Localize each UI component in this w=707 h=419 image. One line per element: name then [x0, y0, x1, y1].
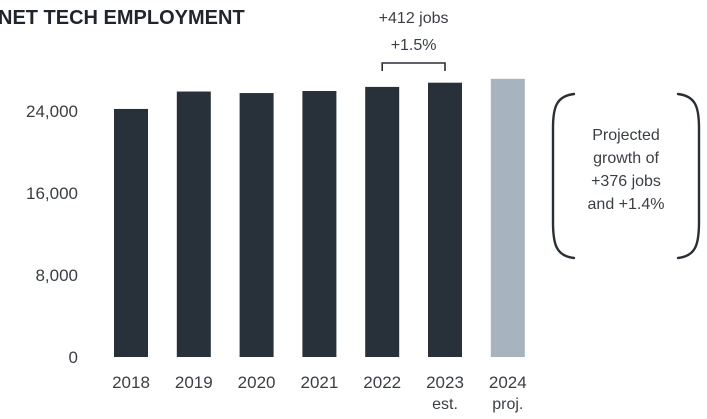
y-tick-label: 24,000: [26, 102, 78, 121]
x-tick-label: 2019: [175, 373, 213, 392]
x-tick-label: 2021: [300, 373, 338, 392]
projection-note-line: Projected: [592, 127, 660, 144]
bar-2021: [302, 91, 337, 357]
bar-2018: [114, 108, 148, 357]
y-tick-label: 8,000: [35, 266, 78, 285]
bar-2023: [428, 82, 462, 357]
change-annotation-jobs: +412 jobs: [379, 10, 449, 27]
x-tick-label: 2018: [112, 373, 150, 392]
left-paren-shape: [551, 92, 576, 260]
x-tick-sublabel: proj.: [492, 396, 523, 413]
bar-2024: [490, 78, 525, 357]
change-bracket: [381, 62, 446, 71]
y-tick-label: 0: [69, 348, 78, 367]
projection-note: Projected growth of +376 jobs and +1.4%: [551, 92, 701, 260]
x-axis: 2018 2019 2020 2021 2022 2023 est. 2024 proj.: [112, 373, 527, 413]
x-tick-label: 2022: [363, 373, 401, 392]
projection-note-line: +376 jobs: [591, 173, 661, 190]
x-tick-label: 2024: [489, 373, 527, 392]
x-tick-sublabel: est.: [432, 396, 458, 413]
chart-title: NET TECH EMPLOYMENT: [0, 7, 245, 29]
y-axis: 0 8,000 16,000 24,000: [26, 102, 78, 367]
x-tick-label: 2020: [238, 373, 276, 392]
bars: [114, 78, 525, 358]
projection-note-line: and +1.4%: [588, 196, 665, 213]
right-paren-shape: [676, 92, 701, 260]
y-tick-label: 16,000: [26, 184, 78, 203]
bar-2022: [365, 86, 400, 357]
change-annotation: +412 jobs +1.5%: [379, 10, 449, 71]
x-tick-label: 2023: [426, 373, 464, 392]
projection-note-line: growth of: [593, 150, 659, 167]
bar-2020: [239, 93, 274, 357]
change-annotation-percent: +1.5%: [391, 37, 437, 54]
bar-2019: [176, 91, 211, 358]
